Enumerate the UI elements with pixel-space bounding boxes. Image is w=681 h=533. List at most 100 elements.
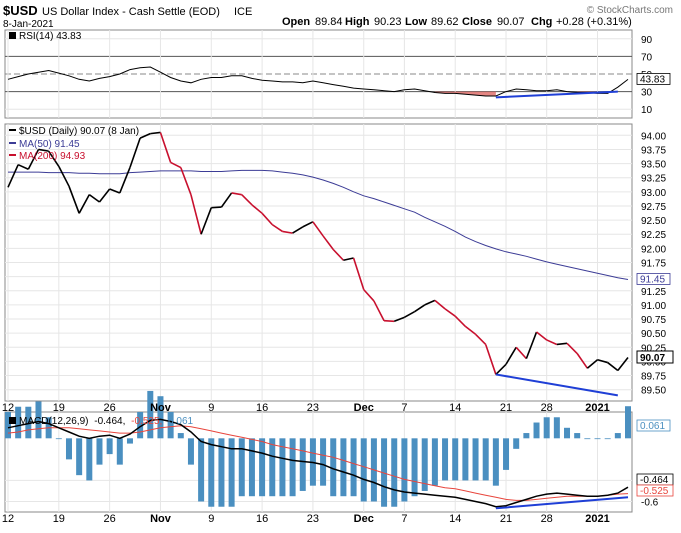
price-segment <box>424 299 436 306</box>
macd-tag-label: -0.464 <box>640 475 669 486</box>
macd-legend: MACD(12,26,9) -0.464, -0.525, 0.061 <box>19 416 194 427</box>
price-segment <box>434 299 446 310</box>
histogram-bar <box>482 438 489 481</box>
histogram-bar <box>584 438 591 440</box>
x-tick-label: 16 <box>256 513 268 525</box>
price-segment <box>27 149 40 170</box>
x-tick-label: 26 <box>104 513 116 525</box>
x-tick-label: 21 <box>500 402 512 414</box>
histogram-bar <box>594 438 601 440</box>
x-tick-label: 21 <box>500 513 512 525</box>
price-segment <box>170 161 182 169</box>
price-tick-label: 93.00 <box>641 188 666 199</box>
price-segment <box>200 207 213 235</box>
x-tick-label: Dec <box>354 513 374 525</box>
histogram-bar <box>543 417 550 439</box>
price-segment <box>271 223 283 233</box>
rsi-tick-label: 70 <box>641 52 653 63</box>
x-tick-label: 7 <box>401 402 407 414</box>
price-segment <box>119 167 131 194</box>
price-segment <box>38 148 49 152</box>
price-segment <box>302 221 314 228</box>
price-segment <box>7 164 19 188</box>
price-segment <box>68 185 80 214</box>
histogram-bar <box>259 438 266 497</box>
histogram-bar <box>187 438 194 465</box>
hist-tag: 0.061 <box>636 419 671 432</box>
price-segment <box>343 257 354 262</box>
price-segment <box>454 315 466 327</box>
x-tick-label: 2021 <box>585 402 609 414</box>
x-tick-label: 16 <box>256 402 268 414</box>
security-name: US Dollar Index - Cash Settle (EOD) <box>42 6 220 18</box>
ma50-tag-label: 91.45 <box>640 274 665 285</box>
x-tick-label: 12 <box>2 513 14 525</box>
histogram-bar <box>86 438 93 481</box>
histogram-bar <box>360 438 367 502</box>
price-segment <box>17 163 29 170</box>
price-tick-label: 92.50 <box>641 216 666 227</box>
histogram-bar <box>330 438 337 497</box>
histogram-bar <box>35 401 42 439</box>
price-segment <box>566 342 578 355</box>
histogram-bar <box>167 412 174 439</box>
price-segment <box>211 206 222 209</box>
macd-tag: -0.464 <box>636 473 674 486</box>
price-segment <box>231 192 242 196</box>
histogram-bar <box>503 438 510 470</box>
macd-legend-name: MACD(12,26,9) <box>19 416 88 427</box>
histogram-bar <box>381 438 388 507</box>
histogram-bar <box>96 438 103 465</box>
rsi-gridlines <box>5 38 632 110</box>
price-tick-label: 91.75 <box>641 259 666 270</box>
ma50-line <box>8 169 629 280</box>
x-tick-label: 23 <box>307 513 319 525</box>
price-segment <box>58 166 70 187</box>
histogram-bar <box>431 438 438 486</box>
histogram-bar <box>523 433 530 439</box>
ma50-tag: 91.45 <box>636 273 671 285</box>
price-segment <box>139 132 151 139</box>
x-tick-label: 12 <box>2 402 14 414</box>
close-value: 90.07 <box>497 16 525 28</box>
high-label: High <box>345 16 370 28</box>
x-tick-label: 7 <box>401 513 407 525</box>
price-segment <box>363 289 375 302</box>
histogram-bar <box>137 412 144 439</box>
rsi-tick-label: 10 <box>641 105 653 116</box>
macd-legend-value: -0.464, <box>94 416 125 427</box>
price-segment <box>241 194 253 206</box>
x-axis-bottom: 12 19 26 Nov 9 16 23 Dec 7 14 21 28 2021 <box>2 513 610 525</box>
histogram-bar <box>147 390 154 439</box>
histogram-bar <box>116 438 123 465</box>
histogram-bar <box>340 438 347 497</box>
price-tick-label: 91.00 <box>641 301 666 312</box>
price-tick-label: 93.50 <box>641 160 666 171</box>
ma200-legend-swatch <box>9 154 16 156</box>
price-legend: $USD (Daily) 90.07 (8 Jan) <box>19 126 139 137</box>
price-segment <box>180 167 192 195</box>
hist-legend-value: 0.061 <box>168 416 193 427</box>
price-line <box>7 131 629 375</box>
histogram-bar <box>421 438 428 491</box>
histogram-bar <box>462 438 469 481</box>
x-tick-label: 26 <box>104 402 116 414</box>
price-segment <box>515 346 527 360</box>
price-segment <box>292 226 304 234</box>
histogram-bar <box>472 438 479 481</box>
price-segment <box>312 221 324 237</box>
histogram-bar <box>65 438 72 460</box>
histogram-bar <box>625 406 631 439</box>
histogram-bar <box>553 417 560 439</box>
macd-panel <box>4 411 633 513</box>
price-segment <box>322 235 334 250</box>
price-segment <box>150 131 161 135</box>
x-tick-label: 19 <box>53 513 65 525</box>
price-segment <box>464 325 477 335</box>
price-segment <box>444 308 456 317</box>
low-value: 89.62 <box>431 16 459 28</box>
histogram-bar <box>320 438 327 486</box>
price-segment <box>556 342 568 346</box>
histogram-bar <box>177 433 184 439</box>
